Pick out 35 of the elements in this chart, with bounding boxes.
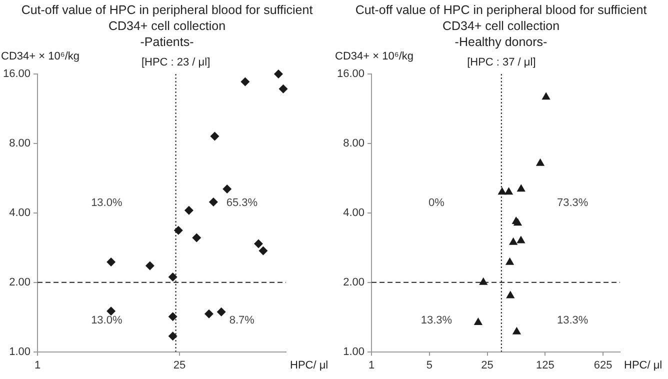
y-axis-title: CD34+ × 10⁶/kg bbox=[1, 50, 80, 63]
chart-subtitle: -Patients- bbox=[139, 34, 195, 50]
y-tick-label: 8.00 bbox=[343, 137, 365, 150]
x-tick-label: 1 bbox=[34, 359, 41, 372]
y-tick-label: 8.00 bbox=[9, 137, 31, 150]
annotation: 13.3% bbox=[556, 314, 588, 327]
y-tick-label: 4.00 bbox=[343, 206, 365, 219]
annotation: 13.0% bbox=[91, 314, 122, 327]
x-axis-title: HPC/ μl bbox=[290, 359, 328, 372]
annotation: 13.0% bbox=[91, 197, 122, 210]
x-tick-label: 1 bbox=[368, 359, 375, 372]
y-tick-label: 2.00 bbox=[343, 276, 365, 288]
y-tick-label: 16.00 bbox=[336, 68, 365, 80]
y-axis-title: CD34+ × 10⁶/kg bbox=[335, 50, 414, 63]
chart-title: Cut-off value of HPC in peripheral blood for sufficient CD34+ cell collection bbox=[354, 2, 648, 34]
annotation: 0% bbox=[428, 197, 445, 210]
y-tick-label: 1.00 bbox=[343, 346, 365, 358]
x-tick-label: 25 bbox=[173, 359, 186, 372]
x-tick-label: 5 bbox=[426, 359, 432, 372]
x-tick-label: 625 bbox=[594, 359, 612, 372]
y-tick-label: 2.00 bbox=[9, 276, 31, 288]
y-tick-label: 1.00 bbox=[9, 346, 31, 358]
x-tick-label: 125 bbox=[536, 359, 554, 372]
chart-subtitle: -Healthy donors- bbox=[454, 34, 548, 50]
x-tick-label: 25 bbox=[481, 359, 494, 372]
chart-title: Cut-off value of HPC in peripheral blood for sufficient CD34+ cell collection bbox=[20, 2, 314, 34]
annotation: 13.3% bbox=[420, 314, 452, 327]
y-tick-label: 16.00 bbox=[2, 68, 31, 80]
x-axis-title: HPC/ μl bbox=[624, 359, 662, 372]
annotation: 8.7% bbox=[229, 314, 255, 327]
annotation: 65.3% bbox=[226, 197, 258, 210]
ref-line-label: [HPC : 23 / μl] bbox=[141, 56, 210, 69]
y-tick-label: 4.00 bbox=[9, 206, 31, 219]
ref-line-label: [HPC : 37 / μl] bbox=[467, 56, 536, 69]
annotation: 73.3% bbox=[556, 197, 588, 210]
